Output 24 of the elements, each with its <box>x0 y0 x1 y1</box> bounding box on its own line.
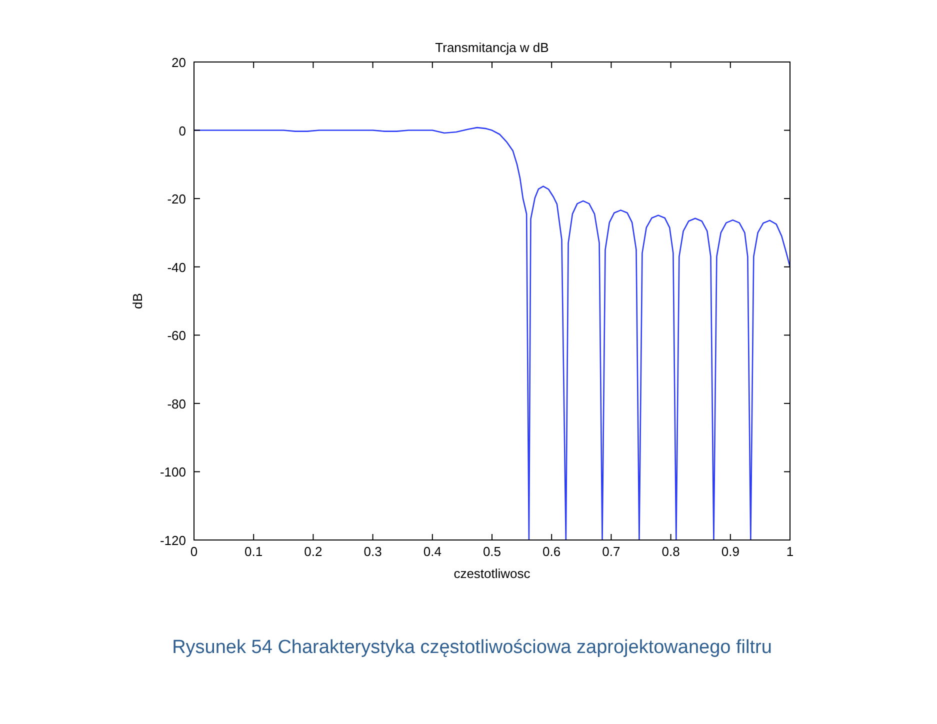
y-tick-label: 20 <box>172 55 186 70</box>
y-tick-label: -120 <box>160 533 186 548</box>
x-tick-label: 0.6 <box>542 544 561 559</box>
line-series <box>194 126 790 540</box>
y-tick-label: -100 <box>160 464 186 480</box>
x-tick-label: 0.9 <box>721 544 740 559</box>
x-tick-label: 0.5 <box>482 544 502 559</box>
y-tick-label: 0 <box>178 123 186 138</box>
x-tick-label: 0.2 <box>304 544 322 559</box>
y-tick-label: -80 <box>167 396 186 412</box>
x-tick-label: 0.3 <box>364 544 382 559</box>
y-axis-title: dB <box>130 293 145 309</box>
x-tick-label: 1 <box>786 544 794 559</box>
y-tick-label: -40 <box>167 260 186 275</box>
chart-title: Transmitancja w dB <box>435 40 549 55</box>
y-tick-label: -60 <box>167 328 186 344</box>
x-tick-label: 0 <box>190 544 198 559</box>
x-tick-label: 0.4 <box>423 544 442 559</box>
y-tick-label: -20 <box>167 192 186 207</box>
text: Rysunek 54 Charakterystyka częstotliwościowa zaprojektowanego filtru <box>172 637 772 658</box>
x-tick-label: 0.8 <box>662 544 680 559</box>
x-tick-label: 0.1 <box>244 544 263 559</box>
x-tick-label: 0.7 <box>602 544 620 559</box>
x-axis-title: czestotliwosc <box>454 566 531 581</box>
